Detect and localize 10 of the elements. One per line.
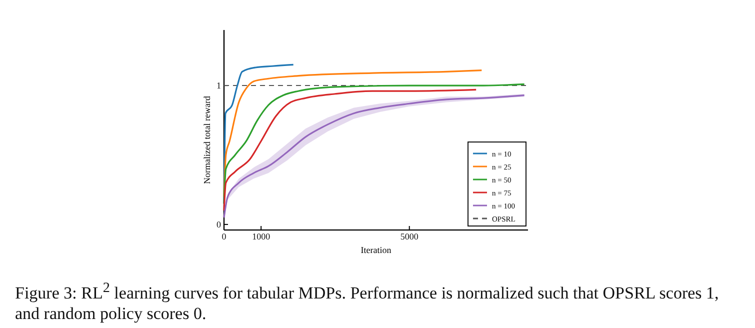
line-series	[223, 64, 294, 204]
x-tick-label: 5000	[400, 231, 419, 242]
x-axis-title: Iteration	[360, 245, 392, 255]
caption: Figure 3: RL$^{2}$ learning curves for tabular MDPs. Performance is normalized such that OPSRL scores 1, and random policy scores 0.	[15, 279, 720, 324]
line-series	[223, 83, 526, 204]
line-series	[223, 88, 477, 212]
y-tick-label: 1	[216, 80, 221, 90]
y-axis-title: Normalized total reward	[202, 96, 212, 184]
x-tick-label: 1000	[252, 231, 271, 242]
line-series	[223, 69, 482, 198]
